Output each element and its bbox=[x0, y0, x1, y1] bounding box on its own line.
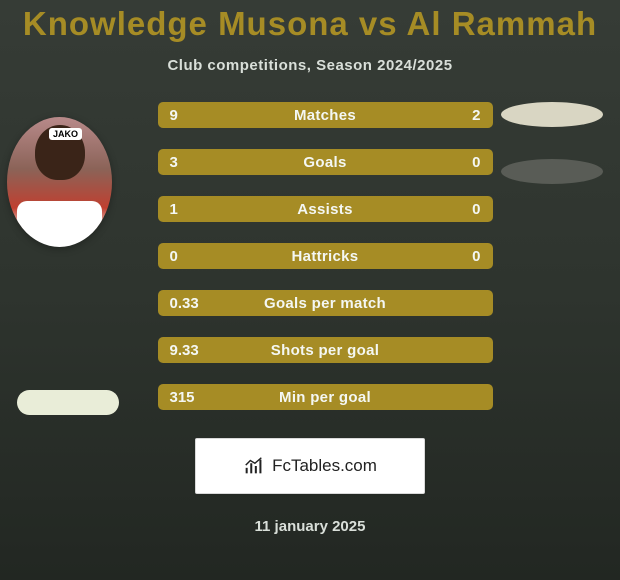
stat-row-assists: 1 Assists 0 bbox=[158, 196, 493, 222]
stat-label: Hattricks bbox=[292, 248, 359, 265]
branding-text: FcTables.com bbox=[272, 456, 377, 476]
player-left-avatar: JAKO bbox=[7, 117, 112, 247]
stat-row-min-per-goal: 315 Min per goal bbox=[158, 384, 493, 410]
stat-row-matches: 9 Matches 2 bbox=[158, 102, 493, 128]
stat-row-goals: 3 Goals 0 bbox=[158, 149, 493, 175]
stat-right-value: 2 bbox=[449, 107, 481, 124]
country-ellipse-left bbox=[17, 390, 119, 415]
stat-row-hattricks: 0 Hattricks 0 bbox=[158, 243, 493, 269]
page-subtitle: Club competitions, Season 2024/2025 bbox=[167, 57, 452, 74]
stat-left-value: 0 bbox=[170, 248, 202, 265]
card-container: Knowledge Musona vs Al Rammah Club compe… bbox=[0, 0, 620, 580]
page-title: Knowledge Musona vs Al Rammah bbox=[23, 5, 597, 43]
branding-box: FcTables.com bbox=[195, 438, 425, 494]
country-ellipse-right-a bbox=[501, 102, 603, 127]
stat-label: Goals per match bbox=[264, 295, 386, 312]
stat-left-value: 3 bbox=[170, 154, 202, 171]
stat-row-goals-per-match: 0.33 Goals per match bbox=[158, 290, 493, 316]
stat-label: Assists bbox=[297, 201, 352, 218]
stat-left-value: 0.33 bbox=[170, 295, 202, 312]
jersey-brand-label: JAKO bbox=[49, 128, 82, 140]
stat-label: Shots per goal bbox=[271, 342, 379, 359]
stat-right-value: 0 bbox=[449, 154, 481, 171]
stat-right-value: 0 bbox=[449, 201, 481, 218]
stats-list: 9 Matches 2 3 Goals 0 1 Assists 0 0 Hatt… bbox=[158, 102, 493, 410]
stat-label: Min per goal bbox=[279, 389, 371, 406]
country-ellipse-right-b bbox=[501, 159, 603, 184]
stat-left-value: 1 bbox=[170, 201, 202, 218]
stat-right-value: 0 bbox=[449, 248, 481, 265]
stat-label: Matches bbox=[294, 107, 356, 124]
stat-left-value: 315 bbox=[170, 389, 202, 406]
bar-chart-icon bbox=[243, 455, 265, 477]
stat-row-shots-per-goal: 9.33 Shots per goal bbox=[158, 337, 493, 363]
stat-left-value: 9 bbox=[170, 107, 202, 124]
date-label: 11 january 2025 bbox=[255, 518, 366, 535]
comparison-area: JAKO 9 Matches 2 3 Goals 0 1 Assists 0 0 bbox=[0, 102, 620, 535]
stat-left-value: 9.33 bbox=[170, 342, 202, 359]
stat-label: Goals bbox=[303, 154, 346, 171]
